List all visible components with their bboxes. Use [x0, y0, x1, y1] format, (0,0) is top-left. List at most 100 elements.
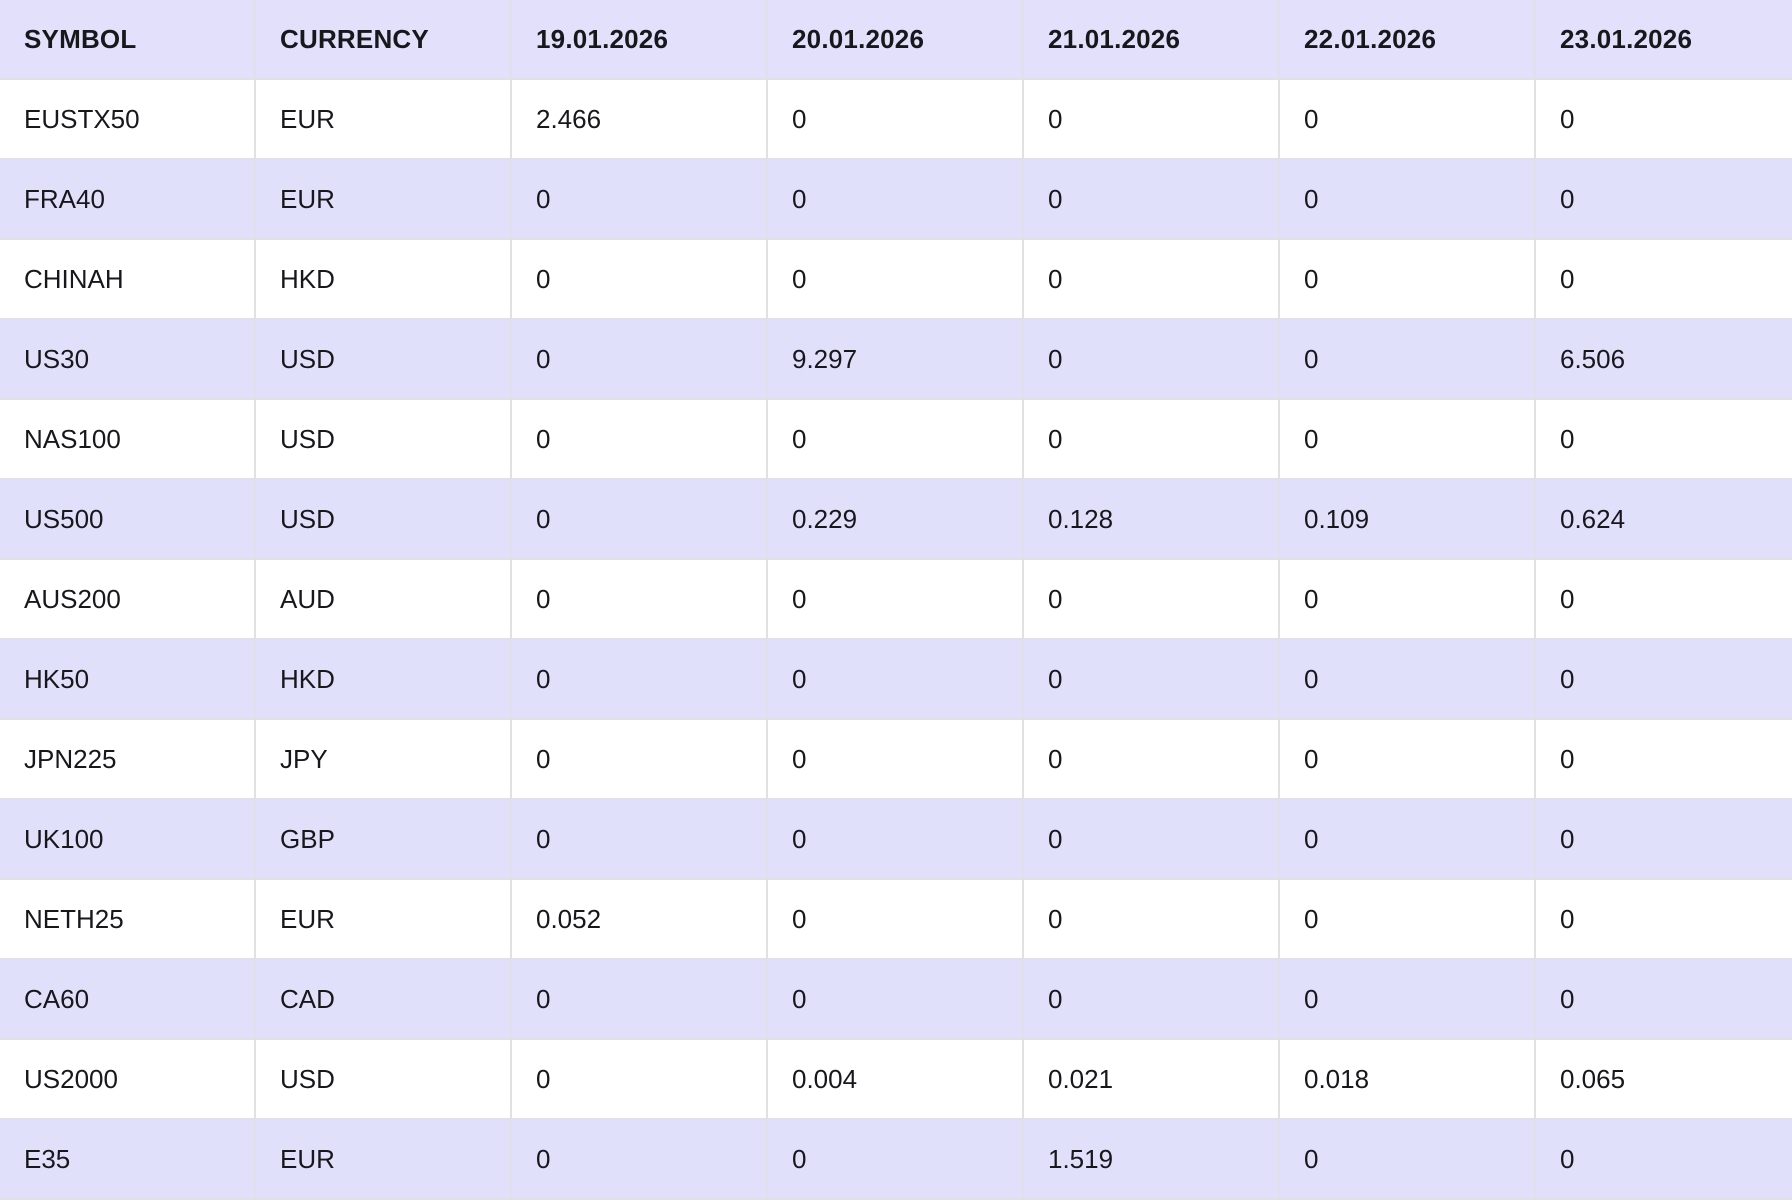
column-header-currency: CURRENCY	[256, 0, 512, 80]
value-cell: 0	[1536, 560, 1792, 640]
currency-cell: CAD	[256, 960, 512, 1040]
table-row: CA60 CAD 0 0 0 0 0	[0, 960, 1792, 1040]
symbol-cell: FRA40	[0, 160, 256, 240]
column-header-d2: 20.01.2026	[768, 0, 1024, 80]
symbol-cell: US2000	[0, 1040, 256, 1120]
value-cell: 0	[768, 1120, 1024, 1200]
value-cell: 0	[1024, 640, 1280, 720]
value-cell: 0	[1024, 80, 1280, 160]
table-row: NAS100 USD 0 0 0 0 0	[0, 400, 1792, 480]
value-cell: 0	[1280, 880, 1536, 960]
table-row: EUSTX50 EUR 2.466 0 0 0 0	[0, 80, 1792, 160]
column-header-d5: 23.01.2026	[1536, 0, 1792, 80]
currency-cell: HKD	[256, 240, 512, 320]
currency-cell: USD	[256, 320, 512, 400]
value-cell: 0	[512, 1120, 768, 1200]
currency-cell: USD	[256, 1040, 512, 1120]
value-cell: 0	[768, 880, 1024, 960]
value-cell: 0	[1024, 400, 1280, 480]
value-cell: 0	[1280, 80, 1536, 160]
value-cell: 0	[1280, 400, 1536, 480]
value-cell: 0	[1024, 320, 1280, 400]
table-row: JPN225 JPY 0 0 0 0 0	[0, 720, 1792, 800]
value-cell: 0	[1024, 800, 1280, 880]
value-cell: 2.466	[512, 80, 768, 160]
table-row: FRA40 EUR 0 0 0 0 0	[0, 160, 1792, 240]
value-cell: 0.065	[1536, 1040, 1792, 1120]
value-cell: 0	[512, 240, 768, 320]
currency-cell: EUR	[256, 160, 512, 240]
currency-cell: EUR	[256, 880, 512, 960]
value-cell: 0	[1024, 880, 1280, 960]
value-cell: 0	[512, 480, 768, 560]
symbol-cell: US30	[0, 320, 256, 400]
symbol-cell: E35	[0, 1120, 256, 1200]
symbol-cell: AUS200	[0, 560, 256, 640]
value-cell: 0	[1536, 960, 1792, 1040]
currency-cell: USD	[256, 400, 512, 480]
value-cell: 0	[1536, 160, 1792, 240]
value-cell: 0	[1280, 320, 1536, 400]
value-cell: 6.506	[1536, 320, 1792, 400]
value-cell: 1.519	[1024, 1120, 1280, 1200]
table-body: EUSTX50 EUR 2.466 0 0 0 0 FRA40 EUR 0 0 0 0 0 CHINAH HK…	[0, 80, 1792, 1200]
value-cell: 0	[1536, 880, 1792, 960]
value-cell: 0.004	[768, 1040, 1024, 1120]
value-cell: 0	[1280, 720, 1536, 800]
value-cell: 0	[1536, 400, 1792, 480]
value-cell: 0	[1536, 800, 1792, 880]
value-cell: 0	[1280, 1120, 1536, 1200]
value-cell: 0	[512, 1040, 768, 1120]
value-cell: 0	[512, 320, 768, 400]
value-cell: 0	[1536, 80, 1792, 160]
value-cell: 0	[768, 400, 1024, 480]
value-cell: 0	[1024, 560, 1280, 640]
currency-cell: EUR	[256, 80, 512, 160]
value-cell: 0	[1024, 960, 1280, 1040]
value-cell: 0	[768, 80, 1024, 160]
value-cell: 9.297	[768, 320, 1024, 400]
header-row: SYMBOL CURRENCY 19.01.2026 20.01.2026 21.01.…	[0, 0, 1792, 80]
table-row: HK50 HKD 0 0 0 0 0	[0, 640, 1792, 720]
value-cell: 0	[1280, 160, 1536, 240]
value-cell: 0	[768, 640, 1024, 720]
value-cell: 0.109	[1280, 480, 1536, 560]
column-header-d1: 19.01.2026	[512, 0, 768, 80]
value-cell: 0	[768, 800, 1024, 880]
column-header-d4: 22.01.2026	[1280, 0, 1536, 80]
value-cell: 0	[512, 800, 768, 880]
value-cell: 0	[512, 400, 768, 480]
value-cell: 0.018	[1280, 1040, 1536, 1120]
value-cell: 0	[1280, 800, 1536, 880]
value-cell: 0.021	[1024, 1040, 1280, 1120]
table-header: SYMBOL CURRENCY 19.01.2026 20.01.2026 21.01.…	[0, 0, 1792, 80]
value-cell: 0	[512, 640, 768, 720]
value-cell: 0	[1536, 240, 1792, 320]
value-cell: 0	[512, 960, 768, 1040]
value-cell: 0	[1024, 160, 1280, 240]
table-row: US2000 USD 0 0.004 0.021 0.018 0.065	[0, 1040, 1792, 1120]
table-row: UK100 GBP 0 0 0 0 0	[0, 800, 1792, 880]
symbol-cell: NAS100	[0, 400, 256, 480]
value-cell: 0.052	[512, 880, 768, 960]
value-cell: 0	[1536, 640, 1792, 720]
value-cell: 0	[1280, 560, 1536, 640]
value-cell: 0	[1024, 720, 1280, 800]
currency-cell: AUD	[256, 560, 512, 640]
symbol-cell: CHINAH	[0, 240, 256, 320]
value-cell: 0	[768, 960, 1024, 1040]
currency-cell: HKD	[256, 640, 512, 720]
value-cell: 0	[1536, 720, 1792, 800]
value-cell: 0	[1536, 1120, 1792, 1200]
value-cell: 0	[512, 160, 768, 240]
value-cell: 0.229	[768, 480, 1024, 560]
currency-cell: GBP	[256, 800, 512, 880]
column-header-d3: 21.01.2026	[1024, 0, 1280, 80]
value-cell: 0	[512, 560, 768, 640]
symbol-cell: CA60	[0, 960, 256, 1040]
value-cell: 0	[1280, 640, 1536, 720]
value-cell: 0	[768, 720, 1024, 800]
value-cell: 0	[1024, 240, 1280, 320]
symbol-cell: NETH25	[0, 880, 256, 960]
table-row: US30 USD 0 9.297 0 0 6.506	[0, 320, 1792, 400]
